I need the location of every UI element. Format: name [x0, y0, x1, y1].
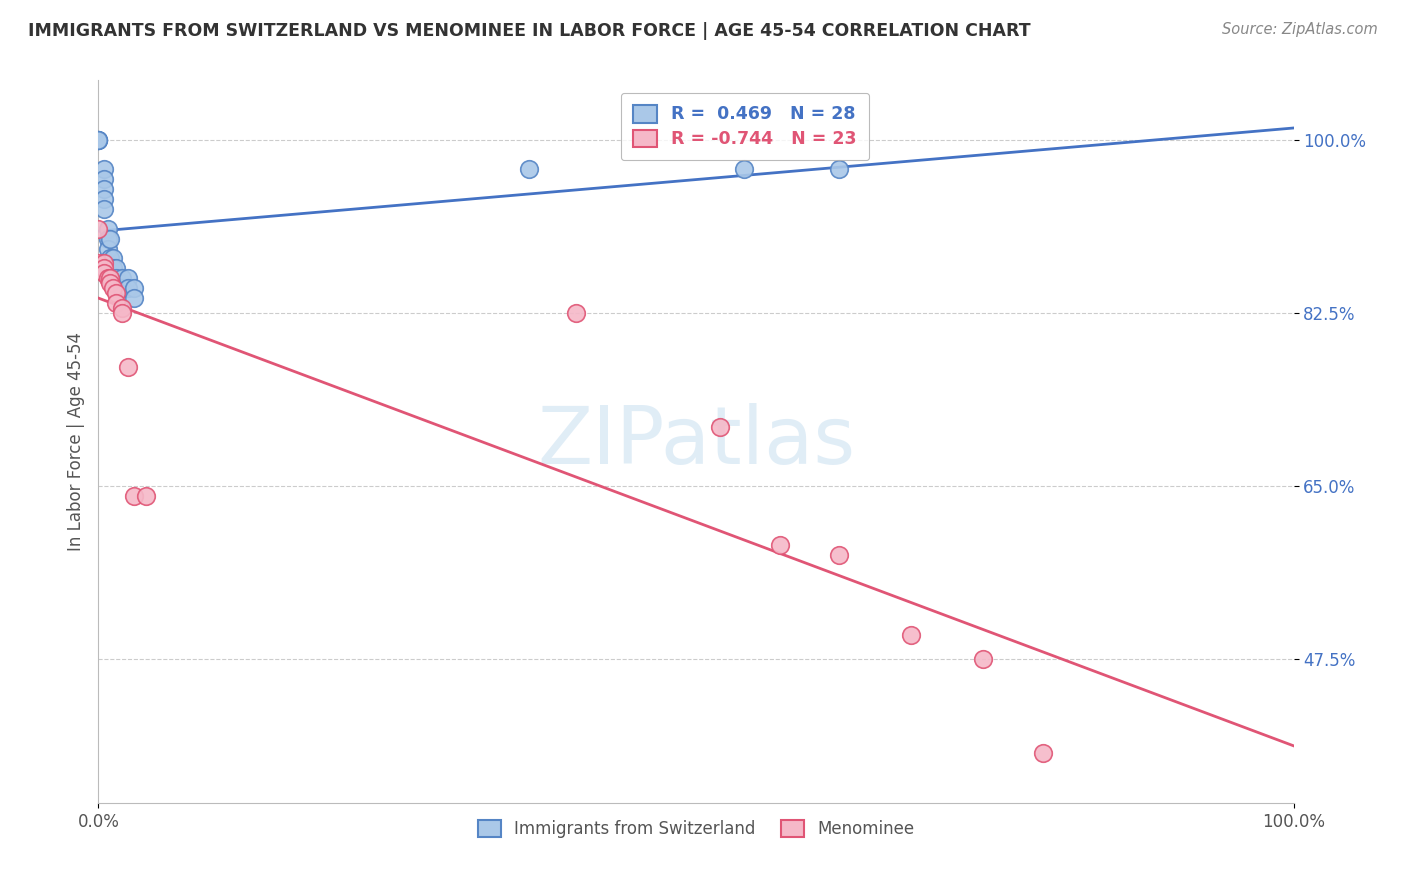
- Point: [105, 296, 128, 310]
- Point: [124, 489, 146, 503]
- Point: [87, 133, 110, 147]
- Point: [93, 172, 115, 186]
- Point: [93, 261, 115, 276]
- Point: [900, 627, 922, 641]
- Point: [97, 221, 120, 235]
- Point: [117, 360, 139, 375]
- Point: [111, 306, 134, 320]
- Point: [124, 281, 146, 295]
- Text: IMMIGRANTS FROM SWITZERLAND VS MENOMINEE IN LABOR FORCE | AGE 45-54 CORRELATION : IMMIGRANTS FROM SWITZERLAND VS MENOMINEE…: [28, 22, 1031, 40]
- Y-axis label: In Labor Force | Age 45-54: In Labor Force | Age 45-54: [66, 332, 84, 551]
- Point: [93, 192, 115, 206]
- Point: [768, 539, 790, 553]
- Point: [105, 261, 128, 276]
- Point: [517, 162, 540, 177]
- Point: [105, 286, 128, 301]
- Point: [98, 232, 122, 246]
- Point: [733, 162, 755, 177]
- Point: [101, 261, 124, 276]
- Point: [111, 271, 134, 285]
- Point: [828, 549, 851, 563]
- Point: [87, 221, 110, 235]
- Point: [93, 266, 115, 280]
- Point: [97, 242, 120, 256]
- Point: [93, 162, 115, 177]
- Point: [93, 182, 115, 196]
- Point: [1032, 747, 1054, 761]
- Point: [828, 162, 851, 177]
- Point: [709, 419, 731, 434]
- Point: [87, 256, 110, 270]
- Point: [98, 252, 122, 266]
- Point: [93, 256, 115, 270]
- Point: [98, 276, 122, 290]
- Point: [135, 489, 157, 503]
- Point: [105, 271, 128, 285]
- Point: [111, 281, 134, 295]
- Point: [87, 133, 110, 147]
- Point: [117, 271, 139, 285]
- Point: [111, 301, 134, 315]
- Point: [124, 291, 146, 305]
- Point: [93, 202, 115, 216]
- Text: ZIPatlas: ZIPatlas: [537, 402, 855, 481]
- Point: [87, 133, 110, 147]
- Point: [98, 261, 122, 276]
- Point: [117, 281, 139, 295]
- Legend: Immigrants from Switzerland, Menominee: Immigrants from Switzerland, Menominee: [471, 814, 921, 845]
- Point: [101, 252, 124, 266]
- Point: [565, 306, 588, 320]
- Point: [87, 133, 110, 147]
- Point: [972, 652, 994, 666]
- Text: Source: ZipAtlas.com: Source: ZipAtlas.com: [1222, 22, 1378, 37]
- Point: [97, 271, 120, 285]
- Point: [98, 271, 122, 285]
- Point: [101, 281, 124, 295]
- Point: [97, 232, 120, 246]
